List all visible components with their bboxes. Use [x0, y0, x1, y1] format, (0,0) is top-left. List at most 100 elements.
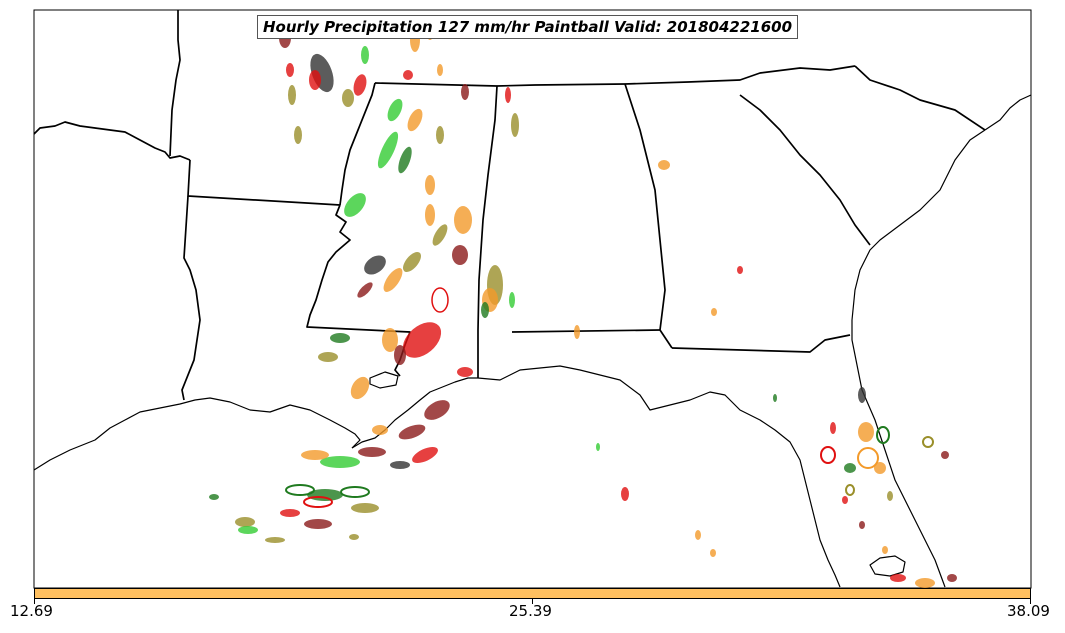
precip-blob: [711, 308, 717, 316]
coastline: [33, 94, 1032, 588]
precip-blob: [437, 64, 443, 76]
precip-blob: [890, 574, 906, 582]
precip-blob: [330, 333, 350, 343]
precip-blob: [309, 70, 321, 90]
precip-blob: [596, 443, 600, 451]
precip-blob: [509, 292, 515, 308]
lake-okeechobee: [869, 555, 906, 577]
precip-blob: [398, 424, 426, 440]
precip-blob: [318, 352, 338, 362]
precip-blob: [209, 494, 219, 500]
colorbar-tick-max: 38.09: [1007, 602, 1050, 620]
map-frame: [33, 9, 1032, 589]
precip-blob: [412, 446, 438, 464]
precip-blob: [621, 487, 629, 501]
precip-blob: [403, 252, 421, 272]
precip-blob: [842, 496, 848, 504]
precip-blob: [887, 491, 893, 501]
coastline-texas-louisiana: [33, 397, 361, 471]
precip-blob: [398, 146, 412, 174]
precip-blob: [303, 496, 333, 508]
colorbar-tick-mark-min: [34, 599, 35, 604]
precip-blob: [383, 268, 403, 292]
coastline-louisiana-delta: [351, 377, 478, 449]
border-georgia-south-carolina: [739, 94, 871, 246]
precip-blob: [481, 302, 489, 318]
precip-blob: [922, 436, 934, 448]
precip-blob: [294, 126, 302, 144]
precip-blob: [358, 447, 386, 457]
colorbar-tick-mid: 25.39: [509, 602, 552, 620]
precip-blob: [288, 85, 296, 105]
state-borders: [33, 10, 986, 401]
precip-blob: [351, 503, 379, 513]
precip-blob: [454, 206, 472, 234]
precip-blob: [353, 74, 367, 96]
precip-blob: [505, 87, 511, 103]
colorbar-tick-min: 12.69: [10, 602, 53, 620]
precip-blob: [857, 447, 879, 469]
precip-blob: [304, 519, 332, 529]
precip-blob: [265, 537, 285, 543]
map-title: Hourly Precipitation 127 mm/hr Paintball…: [257, 15, 799, 39]
precip-blob: [858, 387, 866, 403]
border-missouri-arkansas: [339, 82, 376, 206]
precip-blob: [882, 546, 888, 554]
precip-blob: [859, 521, 865, 529]
precip-blob: [285, 484, 315, 496]
precip-blob: [773, 394, 777, 402]
precip-blob: [658, 160, 670, 170]
coastline-carolina: [984, 94, 1032, 131]
precip-blob: [432, 224, 448, 246]
colorbar-tick-mark-mid: [532, 599, 533, 604]
precip-blob: [382, 328, 398, 352]
border-arkansas-north: [169, 10, 181, 157]
precip-blob: [876, 426, 890, 444]
precip-blob: [286, 63, 294, 77]
precip-blob: [431, 287, 449, 313]
precip-blob: [915, 578, 935, 588]
precip-blob: [307, 489, 343, 501]
precip-blob: [349, 534, 359, 540]
precip-blob: [461, 84, 469, 100]
precip-blob: [452, 245, 468, 265]
coastline-atlantic: [851, 129, 986, 588]
precip-blob: [457, 367, 473, 377]
precip-blob: [320, 456, 360, 468]
border-alabama-florida: [511, 329, 661, 333]
colorbar: [34, 588, 1031, 599]
precip-blob: [350, 376, 370, 400]
precip-blob: [737, 266, 743, 274]
precip-blob: [845, 484, 855, 496]
colorbar-tick-mark-max: [1030, 599, 1031, 604]
precip-blob: [425, 204, 435, 226]
precip-blob: [830, 422, 836, 434]
precip-blob: [280, 509, 300, 517]
precip-blob: [511, 113, 519, 137]
precip-blob: [340, 486, 370, 498]
precip-blob: [387, 98, 403, 122]
precip-blob: [844, 463, 856, 473]
precip-blob: [238, 526, 258, 534]
precip-blob: [361, 46, 369, 64]
border-texas-louisiana: [181, 195, 201, 401]
precip-blob: [235, 517, 255, 527]
precip-blob: [695, 530, 701, 540]
precip-blobs: [209, 20, 957, 588]
precip-blob: [425, 175, 435, 195]
border-oklahoma-texas: [33, 121, 191, 161]
precip-blob: [941, 451, 949, 459]
precip-blob: [390, 461, 410, 469]
precip-blob: [407, 108, 423, 132]
coastline-gulf-north: [477, 365, 841, 588]
precip-blob: [344, 193, 366, 217]
precip-blob: [710, 549, 716, 557]
border-mississippi-alabama: [477, 85, 498, 378]
precip-blob: [364, 255, 386, 275]
precip-blob: [820, 446, 836, 464]
precip-blob: [402, 322, 442, 358]
border-tennessee-south: [374, 65, 856, 87]
precip-blob: [874, 462, 886, 474]
precip-blob: [394, 345, 406, 365]
